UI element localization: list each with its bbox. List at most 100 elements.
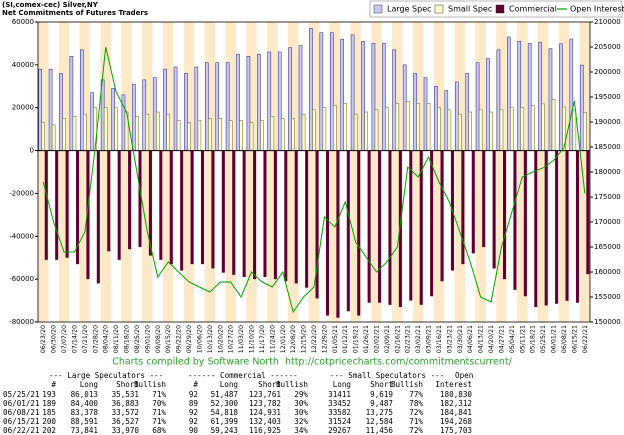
bar	[236, 53, 240, 151]
bar	[239, 120, 243, 151]
y-tick-label: 20000	[12, 104, 34, 112]
table-cell: 36,883	[112, 399, 139, 408]
table-cell: 71%	[409, 417, 423, 426]
x-tick-label: 10/20/20	[217, 325, 224, 353]
band-shade	[246, 22, 257, 322]
table-column: Long	[333, 380, 351, 389]
y-tick-label: 60000	[12, 18, 34, 26]
bar	[315, 150, 319, 299]
table-cell: 61,399	[211, 417, 239, 426]
x-tick-label: 08/11/20	[113, 325, 120, 353]
bar	[440, 150, 444, 282]
bar	[371, 43, 376, 151]
bar	[180, 150, 184, 271]
bar	[309, 28, 313, 151]
x-tick-label: 07/28/20	[92, 325, 99, 353]
band-shade	[162, 22, 174, 322]
bar	[416, 103, 420, 151]
band-shade	[225, 22, 236, 322]
table-cell: 84,400	[71, 399, 99, 408]
bar	[176, 120, 181, 151]
x-tick-label: 02/16/21	[394, 325, 401, 353]
bar	[215, 62, 219, 151]
bar	[253, 150, 257, 280]
band-shade	[579, 22, 590, 322]
bar	[69, 56, 74, 151]
band-shade	[329, 22, 341, 322]
bar	[298, 45, 303, 151]
bar	[523, 150, 527, 297]
bar	[405, 101, 410, 151]
bar	[544, 150, 548, 306]
bar	[579, 64, 584, 151]
legend-label: Large Spec	[387, 5, 432, 14]
y-tick-label: 40000	[12, 61, 34, 69]
band-shade	[121, 22, 132, 322]
table-group: Open	[455, 371, 473, 380]
legend-label: Commercial	[509, 5, 557, 14]
x-tick-label: 07/14/20	[71, 325, 78, 353]
x-tick-label: 12/29/20	[321, 325, 328, 353]
x-tick-label: 09/08/20	[155, 325, 162, 353]
table-cell: 9,487	[370, 399, 393, 408]
bar	[319, 32, 324, 151]
x-tick-label: 05/25/21	[540, 325, 547, 353]
bar	[548, 48, 553, 151]
bar	[267, 51, 272, 151]
table-cell: 34%	[294, 426, 308, 435]
band-shade	[308, 22, 320, 322]
x-tick-label: 06/01/21	[551, 325, 558, 353]
bar	[471, 150, 475, 254]
bar	[329, 32, 334, 151]
band-shade	[204, 22, 216, 322]
bar	[364, 111, 368, 151]
bar	[367, 150, 371, 303]
bar	[413, 73, 417, 151]
x-tick-label: 05/04/21	[509, 325, 516, 353]
table-column: Short	[370, 380, 393, 389]
x-tick-label: 02/02/21	[373, 325, 380, 353]
y2-tick-label: 170000	[594, 218, 621, 226]
bar	[378, 150, 382, 303]
bar	[499, 109, 504, 151]
x-tick-label: 09/01/20	[144, 325, 151, 353]
band-shade	[517, 22, 528, 322]
table-cell: 68%	[152, 426, 166, 435]
table-cell: 189	[42, 399, 56, 408]
table-cell: 92	[189, 417, 198, 426]
legend-label: Open Interest	[570, 5, 624, 14]
band-shade	[38, 22, 49, 322]
bar	[496, 49, 501, 151]
table-cell: 06/15/21	[3, 417, 40, 426]
bar	[51, 124, 56, 151]
bar	[541, 103, 545, 151]
bar	[128, 150, 132, 250]
table-group: --- Large Speculators ---	[49, 371, 163, 380]
band-shade	[496, 22, 507, 322]
bar	[117, 150, 121, 260]
table-cell: 36,527	[112, 417, 139, 426]
table-cell: 124,931	[249, 408, 281, 417]
band-shade	[475, 22, 486, 322]
table-column: Interest	[435, 380, 472, 389]
table-cell: 9,619	[370, 390, 393, 399]
band-shade	[412, 22, 424, 322]
bar	[152, 77, 157, 151]
bar	[48, 68, 53, 151]
bar	[86, 150, 90, 280]
bar	[575, 150, 579, 303]
x-tick-label: 04/20/21	[488, 325, 495, 353]
x-tick-label: 10/27/20	[228, 325, 235, 353]
table-cell: 77%	[409, 390, 423, 399]
table-cell: 185	[42, 408, 56, 417]
y-tick-label: -60000	[9, 275, 34, 283]
bar	[461, 150, 465, 265]
bar	[232, 150, 236, 275]
bar	[409, 150, 413, 301]
table-cell: 92	[189, 408, 198, 417]
table-cell: 194,268	[440, 417, 472, 426]
bar	[538, 42, 542, 151]
bar	[249, 122, 254, 151]
bar	[96, 150, 100, 284]
